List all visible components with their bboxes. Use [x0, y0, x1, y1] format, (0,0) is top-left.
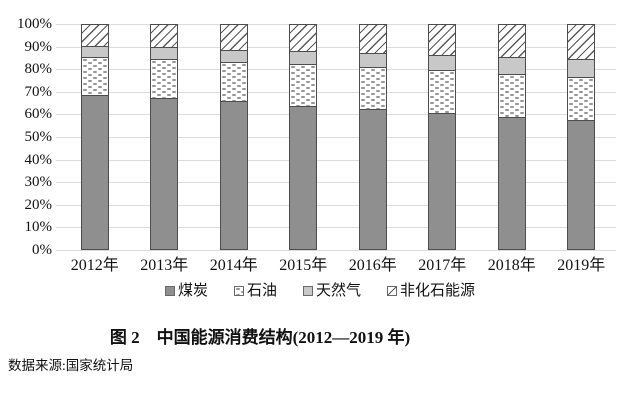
bar-segment-gas [150, 47, 179, 60]
bar-2013年 [150, 24, 179, 250]
y-axis: 100% 90% 80% 70% 60% 50% 40% 30% 20% 10% 0% [0, 16, 54, 258]
figure-title: 图 2 中国能源消费结构(2012—2019 年) [109, 328, 411, 347]
gridline [56, 91, 616, 93]
bar-segment-oil [80, 56, 109, 96]
bar-segment-oil [428, 70, 457, 114]
x-axis: 2012年 2013年 2014年 2015年 2016年 2017年 2018年 2019年 [60, 256, 616, 276]
legend-swatch-coal [164, 286, 175, 296]
bar-segment-oil [219, 62, 248, 102]
bar-slot [477, 24, 547, 250]
data-source: 数据来源:国家统计局 [8, 358, 134, 373]
y-tick-label: 60% [24, 106, 53, 123]
bar-2018年 [497, 24, 526, 250]
x-tick-label: 2015年 [279, 257, 328, 274]
bar-2017年 [428, 24, 457, 250]
bar-segment-gas [289, 51, 318, 65]
x-tick-label: 2016年 [348, 257, 397, 274]
legend-swatch-oil [233, 286, 244, 296]
bar-segment-nonfossil [567, 24, 596, 59]
gridline [56, 250, 616, 251]
y-tick-label: 0% [32, 242, 52, 258]
gridline [56, 159, 616, 161]
x-tick-label: 2014年 [209, 257, 258, 274]
bar-slot [408, 24, 478, 250]
y-tick-label: 100% [17, 16, 52, 32]
bar-2016年 [358, 24, 387, 250]
bar-2019年 [567, 24, 596, 250]
bar-segment-nonfossil [497, 24, 526, 57]
bar-segment-gas [567, 58, 596, 77]
legend-item-oil: 石油 [233, 282, 277, 300]
bar-segment-nonfossil [289, 24, 318, 52]
gridline [56, 24, 616, 25]
x-tick-label: 2019年 [557, 257, 606, 274]
bar-segment-nonfossil [150, 24, 179, 48]
bar-slot [269, 24, 339, 250]
gridline [56, 227, 616, 229]
y-tick-label: 20% [24, 196, 53, 213]
bar-segment-nonfossil [219, 24, 248, 50]
bar-segment-coal [497, 116, 526, 250]
bar-segment-coal [80, 95, 109, 250]
bar-segment-coal [428, 113, 457, 250]
bar-segment-coal [150, 97, 179, 250]
x-tick-label: 2018年 [487, 257, 536, 274]
bar-segment-oil [289, 64, 318, 106]
bar-slot [199, 24, 269, 250]
legend-label: 天然气 [316, 283, 362, 299]
bar-slot [338, 24, 408, 250]
bar-segment-nonfossil [358, 24, 387, 54]
gridline [56, 69, 616, 71]
y-tick-label: 50% [24, 129, 53, 145]
gridline [56, 137, 616, 138]
bar-2012年 [80, 24, 109, 250]
x-tick-label: 2013年 [140, 257, 189, 274]
bar-segment-nonfossil [80, 24, 109, 46]
legend-label: 非化石能源 [400, 283, 476, 299]
bar-segment-gas [219, 49, 248, 63]
y-tick-label: 30% [24, 174, 53, 191]
legend: 煤炭 石油 天然气 非化石能源 [0, 282, 640, 300]
y-tick-label: 80% [24, 61, 53, 78]
bar-segment-gas [497, 56, 526, 74]
legend-item-nonfossil: 非化石能源 [387, 282, 475, 300]
bar-segment-nonfossil [428, 24, 457, 55]
x-tick-label: 2012年 [70, 257, 119, 274]
y-tick-label: 90% [24, 38, 53, 55]
bar-2015年 [289, 24, 318, 250]
y-tick-label: 70% [24, 83, 53, 100]
legend-label: 石油 [246, 283, 277, 299]
bar-segment-gas [428, 54, 457, 71]
legend-item-gas: 天然气 [303, 282, 361, 300]
y-tick-label: 40% [24, 151, 53, 168]
bar-segment-oil [358, 67, 387, 110]
bar-slot [130, 24, 200, 250]
legend-label: 煤炭 [177, 283, 208, 299]
gridline [56, 46, 616, 48]
x-tick-label: 2017年 [418, 257, 467, 274]
bar-segment-oil [150, 59, 179, 98]
bar-segment-gas [358, 53, 387, 68]
stacked-bar-chart: 100% 90% 80% 70% 60% 50% 40% 30% 20% 10% 0% 2012年 2… [0, 16, 640, 276]
plot-area [56, 24, 616, 251]
gridline [56, 204, 616, 206]
legend-item-coal: 煤炭 [164, 282, 208, 300]
bar-2014年 [219, 24, 248, 250]
bar-slot [547, 24, 617, 250]
bar-segment-coal [567, 119, 596, 250]
legend-swatch-gas [303, 286, 313, 296]
bar-segment-coal [358, 109, 387, 250]
bars-container [60, 24, 616, 250]
y-tick-label: 10% [24, 219, 53, 236]
legend-swatch-nonfossil [387, 286, 398, 296]
bar-segment-coal [219, 101, 248, 250]
bar-slot [60, 24, 130, 250]
gridline [56, 182, 616, 184]
bar-segment-gas [80, 45, 109, 57]
bar-segment-oil [567, 76, 596, 120]
bar-segment-oil [497, 73, 526, 117]
bar-segment-coal [289, 105, 318, 250]
gridline [56, 114, 616, 116]
